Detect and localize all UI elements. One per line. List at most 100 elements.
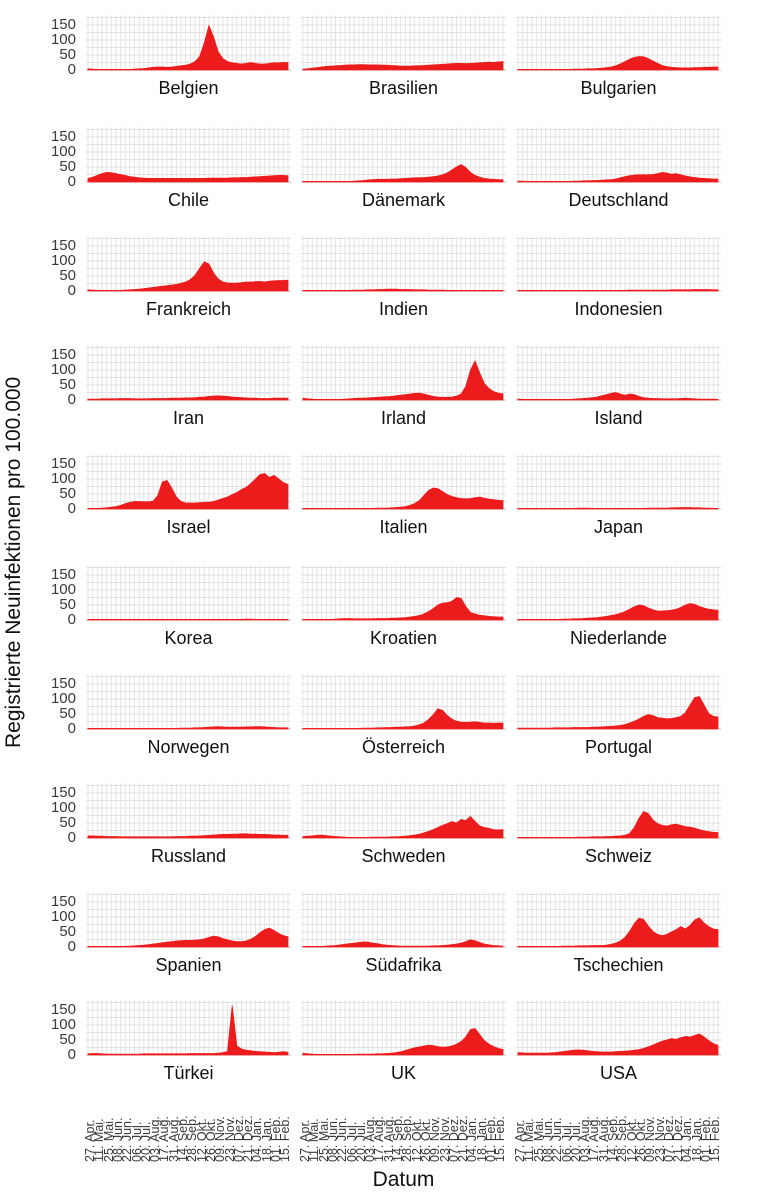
chart-panel-irland <box>301 345 506 401</box>
gridlines <box>516 236 721 292</box>
area-series <box>87 473 289 510</box>
area-series <box>517 392 719 401</box>
area-series <box>517 171 719 183</box>
gridlines <box>301 674 506 730</box>
chart-panel-russland <box>86 783 291 839</box>
chart-panel-indien <box>301 236 506 292</box>
country-label-schweden: Schweden <box>361 846 446 866</box>
country-label-daenemark: Dänemark <box>361 190 446 210</box>
x-tick-label: 15. Feb. <box>278 1116 293 1162</box>
chart-panel-frankreich <box>86 236 291 292</box>
gridlines <box>301 236 506 292</box>
gridlines <box>301 15 506 71</box>
x-axis-title: Datum <box>372 1168 435 1191</box>
y-tick-label: 0 <box>67 829 76 846</box>
y-tick-label: 50 <box>59 596 76 613</box>
gridlines <box>86 345 291 401</box>
chart-panel-tschechien <box>516 892 721 948</box>
area-series <box>87 1005 289 1056</box>
country-label-island: Island <box>594 408 643 428</box>
y-tick-label: 100 <box>50 908 76 925</box>
area-series <box>302 815 504 839</box>
gridlines <box>516 454 721 510</box>
chart-panel-deutschland <box>516 127 721 183</box>
chart-panel-schweden <box>301 783 506 839</box>
y-tick-label: 0 <box>67 1046 76 1063</box>
country-label-belgien: Belgien <box>158 78 219 98</box>
y-tick-label: 150 <box>50 455 76 472</box>
country-label-russland: Russland <box>150 846 227 866</box>
area-series <box>517 1033 719 1056</box>
y-tick-label: 100 <box>50 690 76 707</box>
country-label-irland: Irland <box>380 408 427 428</box>
area-series <box>517 696 719 730</box>
y-tick-label: 0 <box>67 500 76 517</box>
gridlines <box>301 565 506 621</box>
y-tick-label: 150 <box>50 346 76 363</box>
y-tick-label: 100 <box>50 470 76 487</box>
chart-panel-japan <box>516 454 721 510</box>
country-label-spanien: Spanien <box>155 955 222 975</box>
chart-panel-israel <box>86 454 291 510</box>
country-label-japan: Japan <box>593 517 644 537</box>
area-series <box>517 56 719 71</box>
y-tick-label: 0 <box>67 720 76 737</box>
y-tick-label: 0 <box>67 938 76 955</box>
chart-panel-daenemark <box>301 127 506 183</box>
chart-panel-uk <box>301 1000 506 1056</box>
country-label-indien: Indien <box>378 299 429 319</box>
country-label-brasilien: Brasilien <box>368 78 439 98</box>
chart-panel-suedafrika <box>301 892 506 948</box>
y-tick-label: 150 <box>50 893 76 910</box>
country-label-indonesien: Indonesien <box>574 299 663 319</box>
y-tick-label: 100 <box>50 361 76 378</box>
country-label-tuerkei: Türkei <box>163 1063 214 1083</box>
y-tick-label: 50 <box>59 923 76 940</box>
x-tick-label: 15. Feb. <box>493 1116 508 1162</box>
chart-panel-iran <box>86 345 291 401</box>
area-series <box>302 939 504 948</box>
gridlines <box>86 783 291 839</box>
y-tick-label: 0 <box>67 282 76 299</box>
area-series <box>87 726 289 730</box>
y-tick-label: 0 <box>67 611 76 628</box>
country-label-portugal: Portugal <box>584 737 653 757</box>
gridlines <box>516 127 721 183</box>
area-series <box>302 1028 504 1056</box>
y-tick-label: 50 <box>59 46 76 63</box>
area-series <box>302 708 504 730</box>
country-label-frankreich: Frankreich <box>145 299 232 319</box>
y-tick-label: 0 <box>67 391 76 408</box>
gridlines <box>516 565 721 621</box>
gridlines <box>86 15 291 71</box>
chart-panel-island <box>516 345 721 401</box>
area-series <box>517 811 719 839</box>
country-label-tschechien: Tschechien <box>573 955 664 975</box>
x-tick-label: 15. Feb. <box>708 1116 723 1162</box>
gridlines <box>301 892 506 948</box>
area-series <box>302 164 504 183</box>
chart-panel-italien <box>301 454 506 510</box>
chart-panel-usa <box>516 1000 721 1056</box>
area-series <box>302 487 504 510</box>
y-tick-label: 50 <box>59 158 76 175</box>
y-tick-label: 50 <box>59 376 76 393</box>
y-tick-label: 100 <box>50 252 76 269</box>
y-tick-label: 150 <box>50 128 76 145</box>
country-label-usa: USA <box>599 1063 637 1083</box>
y-tick-label: 150 <box>50 16 76 33</box>
area-series <box>87 171 289 183</box>
y-tick-label: 100 <box>50 143 76 160</box>
country-label-schweiz: Schweiz <box>584 846 653 866</box>
gridlines <box>301 454 506 510</box>
chart-panel-niederlande <box>516 565 721 621</box>
area-series <box>87 261 289 292</box>
y-tick-label: 50 <box>59 705 76 722</box>
gridlines <box>86 892 291 948</box>
gridlines <box>301 127 506 183</box>
y-tick-label: 100 <box>50 799 76 816</box>
country-label-deutschland: Deutschland <box>568 190 669 210</box>
chart-panel-tuerkei <box>86 1000 291 1056</box>
country-label-israel: Israel <box>166 517 211 537</box>
country-label-kroatien: Kroatien <box>369 628 438 648</box>
